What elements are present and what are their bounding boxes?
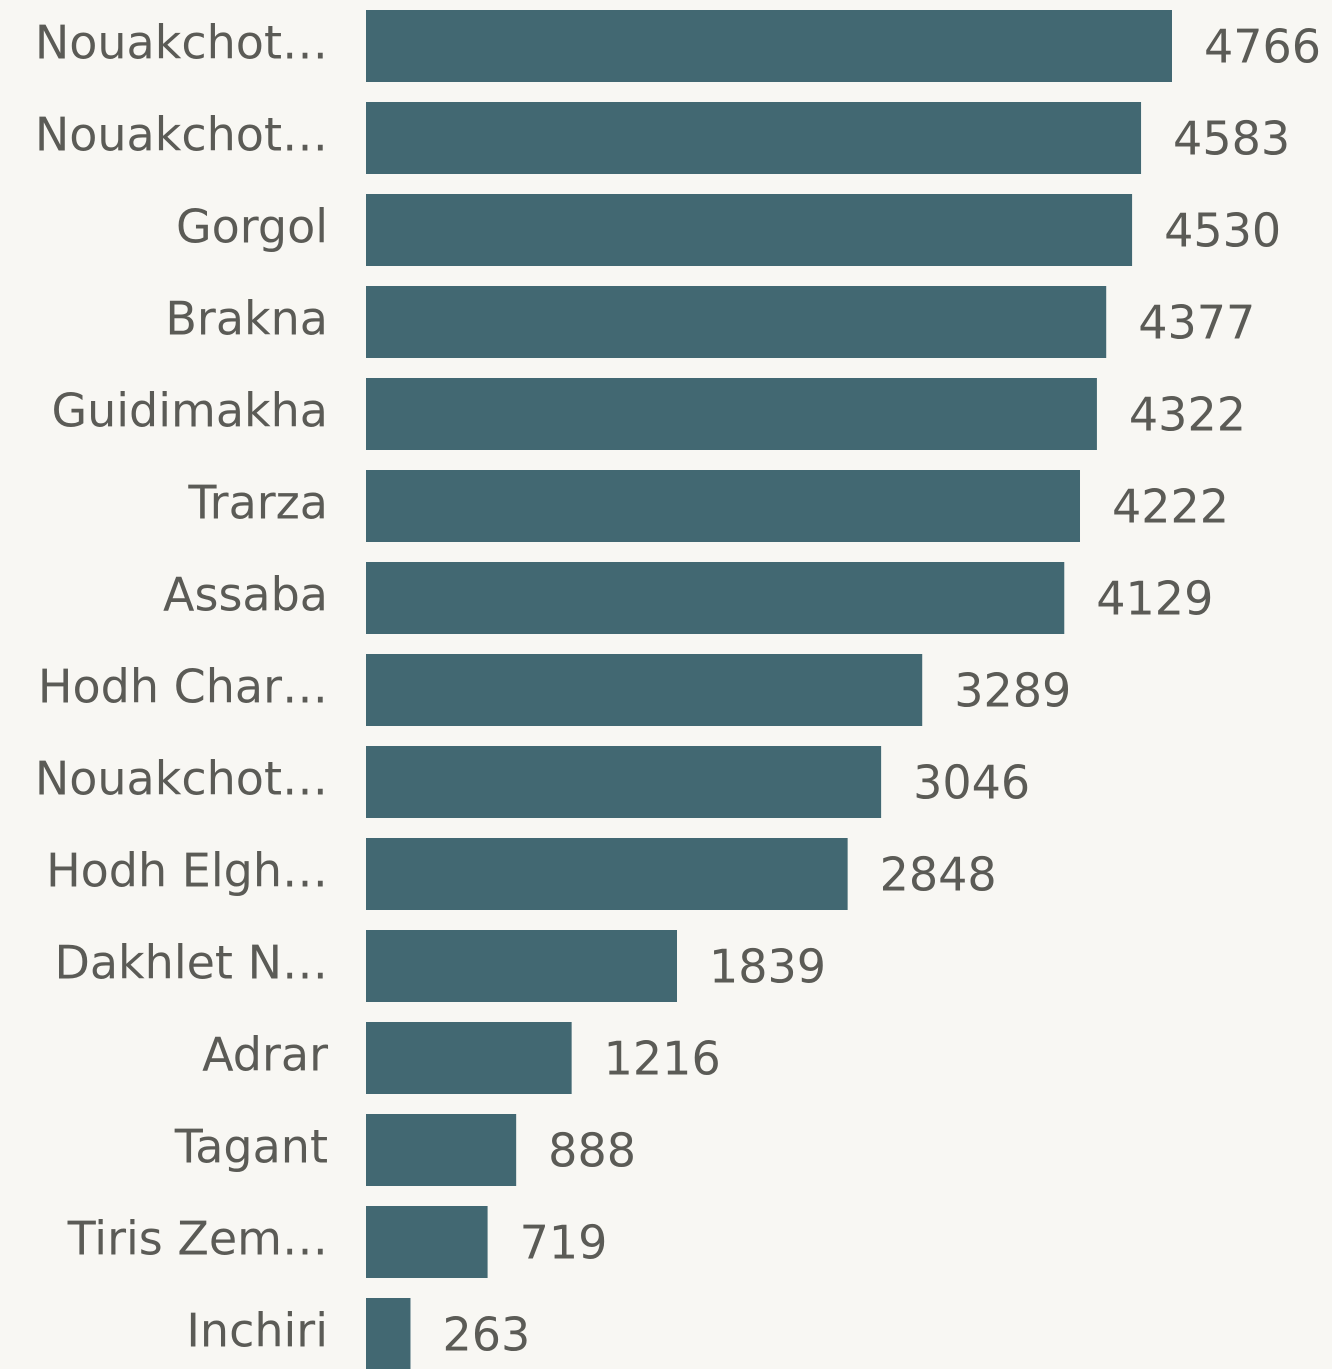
category-label: Nouakchot…	[35, 16, 328, 70]
value-label: 4766	[1204, 20, 1321, 74]
value-label: 4583	[1173, 112, 1290, 166]
category-label: Nouakchot…	[35, 752, 328, 806]
value-label: 4377	[1138, 296, 1255, 350]
category-label: Trarza	[187, 476, 328, 530]
value-label: 1839	[709, 940, 826, 994]
value-label: 263	[442, 1308, 530, 1362]
value-label: 719	[520, 1216, 608, 1270]
bar	[366, 1298, 411, 1369]
category-label: Brakna	[165, 292, 328, 346]
value-label: 4222	[1112, 480, 1229, 534]
bar	[366, 746, 882, 818]
bar	[366, 1206, 488, 1278]
bar	[366, 1022, 572, 1094]
bar	[366, 194, 1133, 266]
category-label: Adrar	[202, 1028, 328, 1082]
bar	[366, 102, 1142, 174]
value-label: 3289	[954, 664, 1071, 718]
category-label: Hodh Elgh…	[46, 844, 328, 898]
bar	[366, 10, 1172, 82]
bar	[366, 1114, 517, 1186]
category-label: Tagant	[174, 1120, 328, 1174]
category-label: Tiris Zem…	[67, 1212, 328, 1266]
category-label: Assaba	[163, 568, 328, 622]
bar	[366, 378, 1097, 450]
bar	[366, 838, 848, 910]
category-label: Inchiri	[186, 1304, 328, 1358]
value-label: 4530	[1164, 204, 1281, 258]
value-label: 888	[548, 1124, 636, 1178]
category-label: Hodh Char…	[38, 660, 328, 714]
category-label: Nouakchot…	[35, 108, 328, 162]
value-label: 2848	[880, 848, 997, 902]
value-label: 4322	[1129, 388, 1246, 442]
bar	[366, 286, 1107, 358]
category-label: Dakhlet N…	[54, 936, 328, 990]
bar	[366, 562, 1065, 634]
category-label: Guidimakha	[51, 384, 328, 438]
bar	[366, 470, 1081, 542]
bar	[366, 654, 923, 726]
category-label: Gorgol	[176, 200, 328, 254]
value-label: 4129	[1096, 572, 1213, 626]
value-label: 1216	[604, 1032, 721, 1086]
bar	[366, 930, 678, 1002]
value-label: 3046	[913, 756, 1030, 810]
